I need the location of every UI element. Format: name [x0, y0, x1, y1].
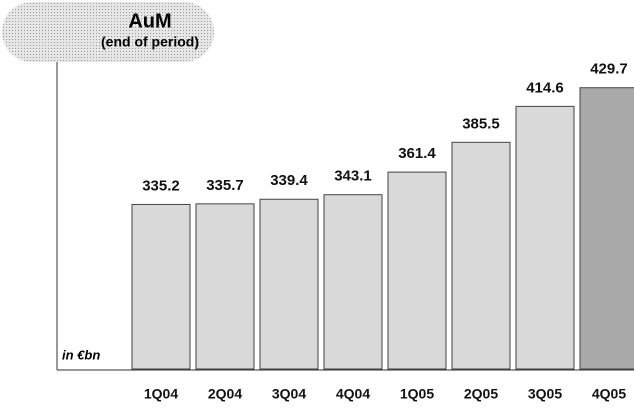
x-tick-label: 4Q04	[336, 386, 370, 402]
x-tick-label: 2Q04	[208, 386, 242, 402]
bar	[579, 87, 634, 370]
chart-title: AuM	[128, 10, 171, 32]
value-label: 335.7	[206, 177, 244, 194]
value-label: 339.4	[270, 172, 308, 189]
bar	[195, 203, 255, 370]
bar	[259, 198, 319, 370]
bar	[451, 141, 511, 370]
bar	[387, 171, 447, 370]
value-label: 335.2	[142, 177, 180, 194]
x-tick-label: 2Q05	[464, 386, 498, 402]
unit-label: in €bn	[62, 347, 100, 362]
value-label: 343.1	[334, 168, 372, 185]
title-badge	[2, 2, 214, 62]
bar	[323, 194, 383, 370]
value-label: 414.6	[526, 79, 564, 96]
value-label: 361.4	[398, 145, 436, 162]
bar	[131, 203, 191, 370]
value-label: 385.5	[462, 115, 500, 132]
value-label: 429.7	[590, 61, 628, 78]
x-tick-label: 4Q05	[592, 386, 626, 402]
bar	[515, 105, 575, 370]
chart-subtitle: (end of period)	[101, 34, 199, 50]
x-tick-label: 3Q04	[272, 386, 306, 402]
x-tick-label: 3Q05	[528, 386, 562, 402]
x-tick-label: 1Q04	[144, 386, 178, 402]
x-tick-label: 1Q05	[400, 386, 434, 402]
